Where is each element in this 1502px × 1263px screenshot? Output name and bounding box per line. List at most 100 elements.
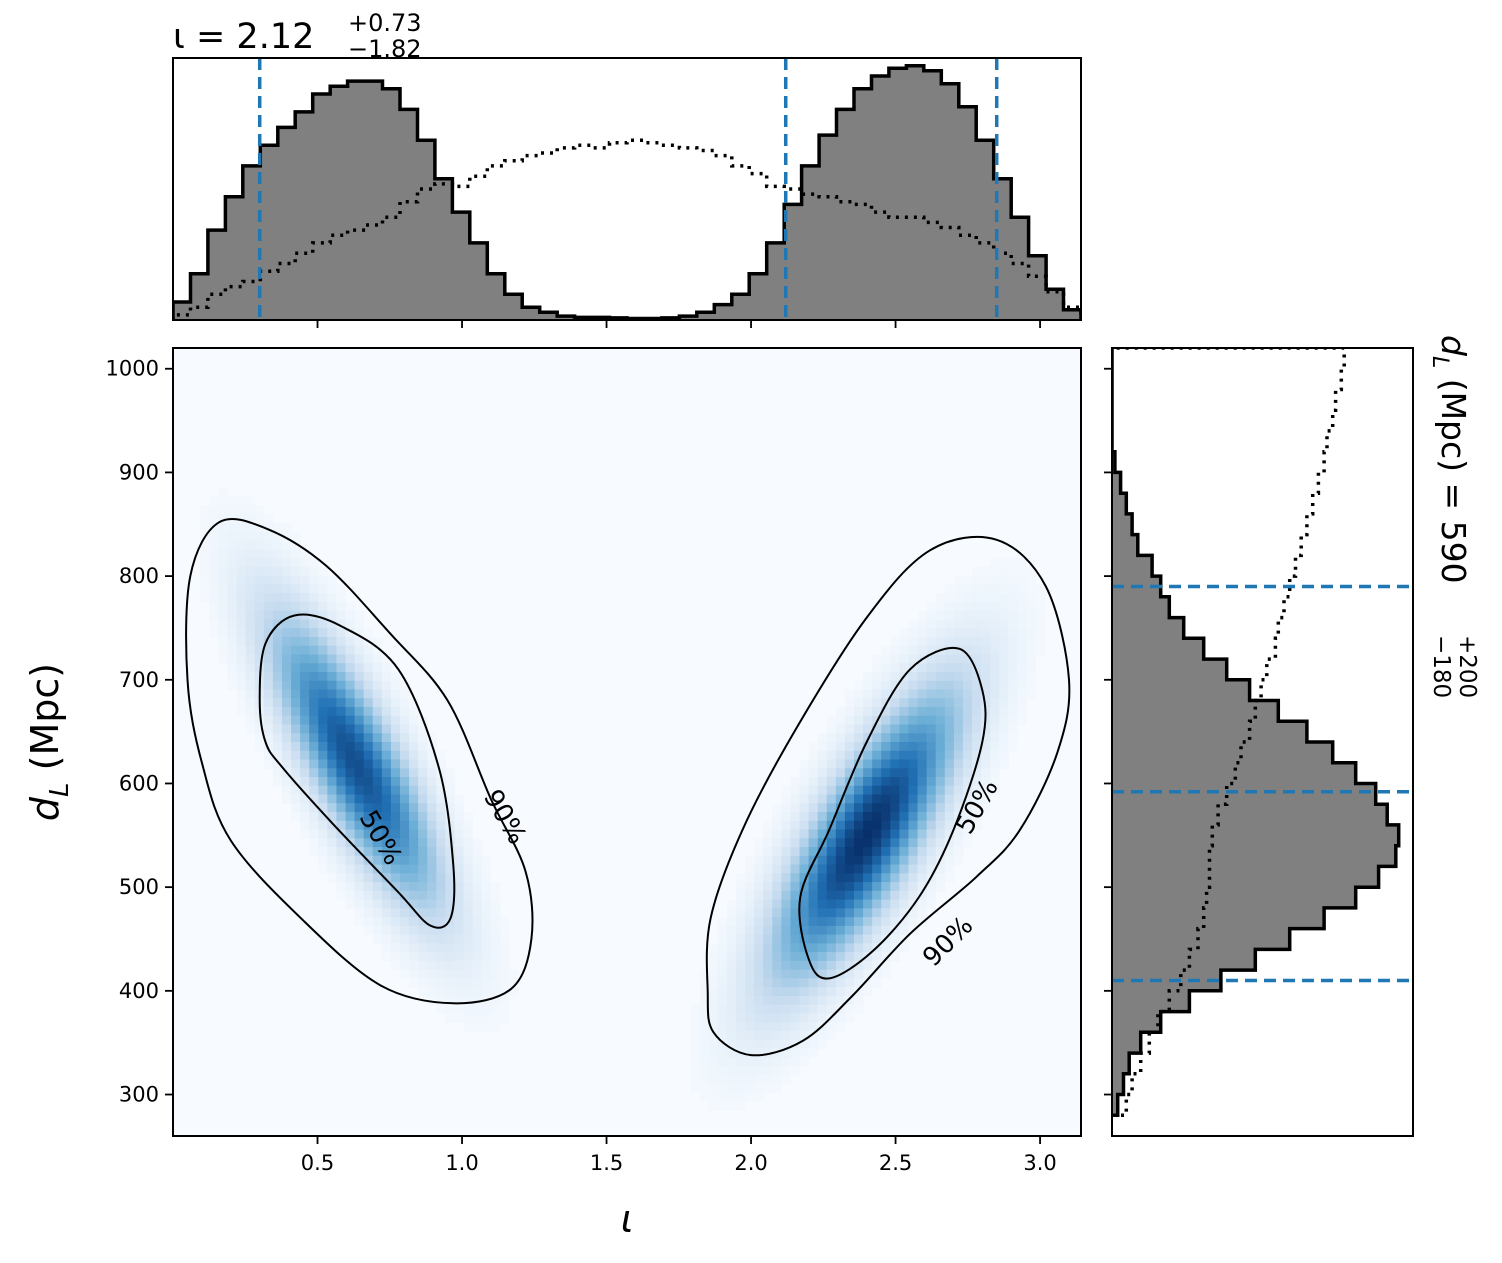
y-tick-label: 700 [119,668,159,692]
heatmap-cell [890,636,900,647]
heatmap-cell [881,803,891,813]
heatmap-cell [400,768,410,778]
heatmap-cell [454,864,465,874]
heatmap-cell [890,908,900,918]
heatmap-cell [254,549,265,559]
heatmap-cell [372,733,383,743]
heatmap-cell [972,566,982,577]
heatmap-cell [953,628,964,638]
heatmap-cell [790,1004,801,1015]
heatmap-cell [1017,706,1028,717]
heatmap-cell [1026,566,1037,577]
heatmap-cell [363,768,374,778]
heatmap-cell [763,899,773,909]
heatmap-cell [799,812,810,822]
heatmap-cell [872,733,882,743]
heatmap-cell [254,514,265,524]
heatmap-cell [799,838,810,848]
heatmap-cell [390,680,401,691]
heatmap-cell [962,706,973,717]
heatmap-cell [291,671,301,682]
heatmap-cell [327,698,338,708]
heatmap-cell [917,794,928,804]
heatmap-cell [336,742,347,752]
heatmap-cell [245,558,256,568]
heatmap-cell [454,794,465,804]
heatmap-cell [790,847,801,857]
heatmap-cell [363,628,374,638]
heatmap-cell [327,601,338,612]
heatmap-cell [245,584,256,594]
heatmap-cell [935,724,946,734]
heatmap-cell [708,960,719,971]
heatmap-cell [1035,636,1046,647]
heatmap-cell [418,855,428,866]
heatmap-cell [735,917,746,927]
heatmap-cell [690,1083,701,1093]
heatmap-cell [844,768,855,778]
heatmap-cell [291,593,301,603]
heatmap-cell [309,566,319,577]
heatmap-cell [844,715,855,726]
heatmap-cell [726,1039,737,1050]
heatmap-cell [908,838,919,848]
heatmap-cell [781,838,792,848]
heatmap-cell [236,663,247,673]
heatmap-cell [981,724,991,734]
heatmap-cell [717,934,728,944]
heatmap-cell [291,689,301,699]
heatmap-cell [227,549,238,559]
heatmap-cell [844,873,855,883]
heatmap-cell [1017,619,1028,629]
heatmap-cell [381,899,392,909]
heatmap-cell [754,1030,764,1041]
heatmap-cell [490,925,501,936]
heatmap-cell [418,873,428,883]
heatmap-cell [363,925,374,936]
heatmap-cell [427,873,437,883]
heatmap-cell [854,794,864,804]
heatmap-cell [754,995,764,1006]
heatmap-cell [726,1048,737,1058]
heatmap-cell [436,943,446,953]
heatmap-cell [309,733,319,743]
heatmap-cell [409,960,419,971]
heatmap-cell [336,706,347,717]
heatmap-cell [372,689,383,699]
heatmap-cell [454,803,465,813]
heatmap-cell [372,706,383,717]
heatmap-cell [726,960,737,971]
heatmap-cell [372,654,383,664]
heatmap-cell [817,1039,828,1050]
heatmap-cell [745,1022,755,1032]
right-marginal-histogram: dL (Mpc) = 590 +200 −180 [1104,335,1480,1137]
heatmap-cell [336,584,347,594]
heatmap-cell [209,584,219,594]
heatmap-cell [418,864,428,874]
heatmap-cell [409,768,419,778]
heatmap-cell [962,689,973,699]
heatmap-cell [890,855,900,866]
heatmap-cell [844,969,855,979]
heatmap-cell [708,1100,719,1111]
heatmap-cell [944,759,955,769]
heatmap-cell [409,847,419,857]
heatmap-cell [745,1083,755,1093]
heatmap-cell [372,715,383,726]
heatmap-cell [872,724,882,734]
heatmap-cell [881,864,891,874]
heatmap-cell [272,759,283,769]
heatmap-cell [799,899,810,909]
heatmap-cell [463,960,474,971]
heatmap-cell [418,785,428,796]
heatmap-cell [890,742,900,752]
heatmap-cell [490,882,501,892]
heatmap-cell [826,1004,837,1015]
heatmap-cell [944,584,955,594]
heatmap-cell [272,558,283,568]
heatmap-cell [418,829,428,839]
heatmap-cell [917,812,928,822]
heatmap-cell [1035,610,1046,621]
heatmap-cell [808,925,819,936]
heatmap-cell [835,812,846,822]
